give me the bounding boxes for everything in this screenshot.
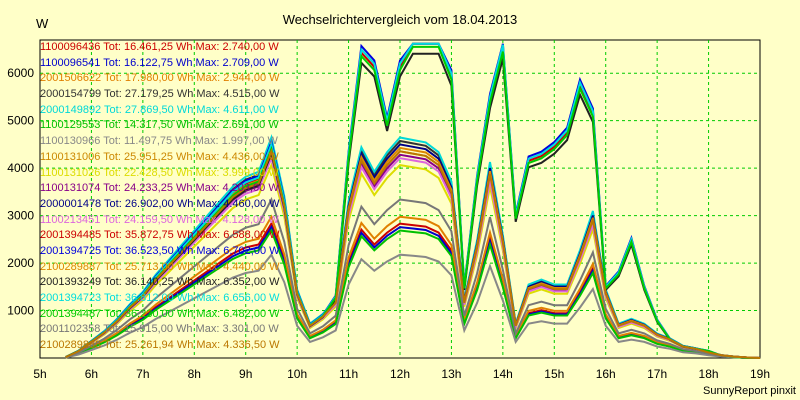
x-tick-label: 12h <box>390 367 410 381</box>
x-tick-label: 14h <box>493 367 513 381</box>
legend-entry: 2001102358 Tot: 15.915,00 Wh Max: 3.301,… <box>40 323 279 336</box>
series-line <box>65 196 761 359</box>
x-tick-label: 10h <box>287 367 307 381</box>
y-tick-label: 4000 <box>7 161 34 175</box>
legend-entry: 2000149892 Tot: 27.869,50 Wh Max: 4.611,… <box>40 103 279 116</box>
series-line <box>65 133 761 359</box>
legend-entry: 1100096436 Tot: 16.461,25 Wh Max: 2.740,… <box>40 41 279 53</box>
y-tick-label: 2000 <box>7 256 34 270</box>
x-tick-label: 17h <box>647 367 667 381</box>
legend: 1100096436 Tot: 16.461,25 Wh Max: 2.740,… <box>40 40 280 354</box>
grid <box>40 40 760 358</box>
x-tick-labels: 5h 6h 7h 8h 9h 10h 11h 12h 13h 14h 15h 16h 17h 18h 19h <box>33 367 770 381</box>
series-lines <box>65 42 761 359</box>
x-tick-label: 7h <box>136 367 149 381</box>
legend-entry: 2100289887 Tot: 25.713,00 Wh Max: 4.440,… <box>40 260 280 273</box>
series-line <box>65 252 761 359</box>
legend-entry: 1100129553 Tot: 14.317,50 Wh Max: 2.691,… <box>40 119 279 132</box>
legend-entry: 1100131026 Tot: 22.428,50 Wh Max: 3.999,… <box>40 166 279 179</box>
y-tick-label: 5000 <box>7 114 34 128</box>
footer-text: SunnyReport pinxit <box>703 385 796 397</box>
x-tick-label: 6h <box>85 367 98 381</box>
y-tick-label: 6000 <box>7 66 34 80</box>
series-line <box>65 214 761 359</box>
legend-entry: 1100131074 Tot: 24.233,25 Wh Max: 4.203,… <box>40 182 279 195</box>
legend-entry: 2001394723 Tot: 36.812,00 Wh Max: 6.656,… <box>40 292 280 304</box>
legend-entry: 2000001478 Tot: 26.902,00 Wh Max: 4.460,… <box>40 197 280 210</box>
legend-entry: 2001506622 Tot: 17.980,00 Wh Max: 2.944,… <box>40 72 280 85</box>
x-tick-label: 9h <box>239 367 252 381</box>
legend-entry: 2001394725 Tot: 36.523,50 Wh Max: 6.702,… <box>40 244 280 257</box>
y-axis-label: W <box>36 16 49 31</box>
y-tick-label: 3000 <box>7 209 34 223</box>
legend-entry: 1100213451 Tot: 24.159,50 Wh Max: 4.128,… <box>40 213 279 226</box>
y-tick-labels: 1000 2000 3000 4000 5000 6000 <box>7 66 34 317</box>
legend-entry: 2000154799 Tot: 27.179,25 Wh Max: 4.515,… <box>40 88 280 101</box>
legend-entry: 2100289888 Tot: 25.261,94 Wh Max: 4.336,… <box>40 339 280 352</box>
x-tick-label: 11h <box>339 367 358 381</box>
legend-entry: 2001393249 Tot: 36.140,25 Wh Max: 6.352,… <box>40 276 280 289</box>
legend-entry: 1100096541 Tot: 16.122,75 Wh Max: 2.709,… <box>40 56 279 69</box>
x-tick-label: 8h <box>188 367 201 381</box>
legend-entry: 2001394485 Tot: 35.872,75 Wh Max: 6.588,… <box>40 229 280 242</box>
legend-entry: 2001394487 Tot: 36.230,00 Wh Max: 6.482,… <box>40 307 280 320</box>
series-line <box>65 228 761 359</box>
chart-title: Wechselrichtervergleich vom 18.04.2013 <box>283 12 518 27</box>
x-tick-label: 18h <box>699 367 719 381</box>
x-tick-label: 15h <box>544 367 564 381</box>
x-tick-label: 5h <box>33 367 46 381</box>
series-line <box>65 147 761 359</box>
x-tick-label: 19h <box>750 367 770 381</box>
legend-entry: 1100131006 Tot: 25.951,25 Wh Max: 4.436,… <box>40 150 279 163</box>
x-tick-label: 13h <box>441 367 461 381</box>
legend-entry: 1100130966 Tot: 11.497,75 Wh Max: 1.997,… <box>40 135 278 148</box>
x-tick-label: 16h <box>596 367 616 381</box>
y-tick-label: 1000 <box>7 304 34 318</box>
